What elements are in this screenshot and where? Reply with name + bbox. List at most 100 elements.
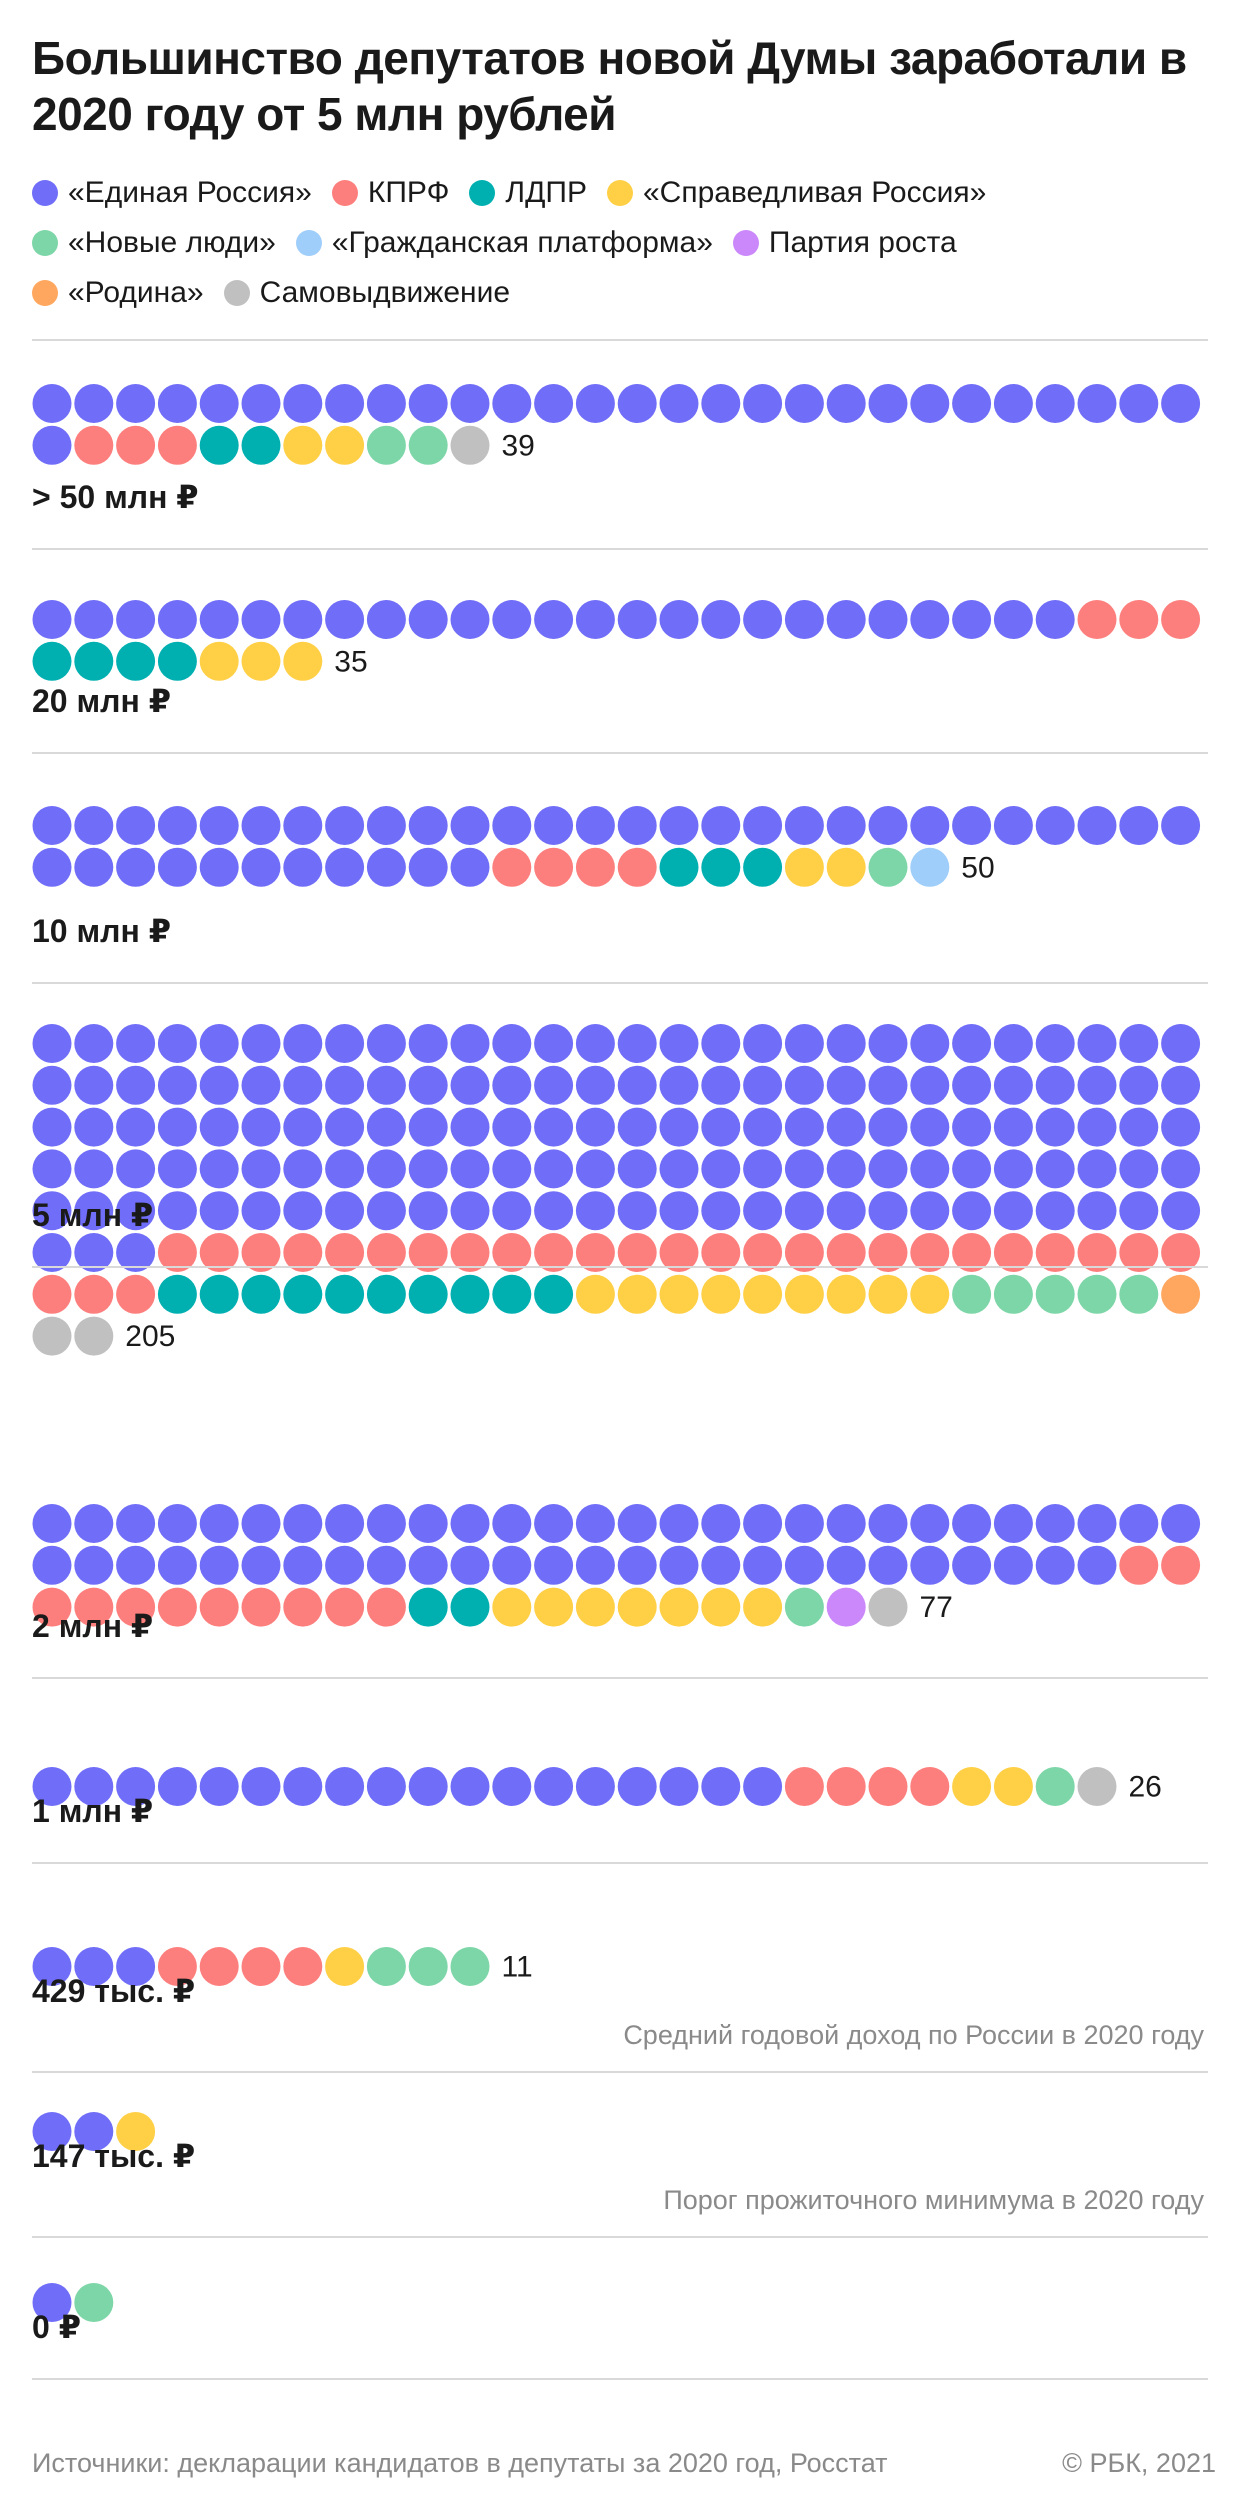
unit-dot bbox=[74, 847, 114, 887]
legend-item: «Гражданская платформа» bbox=[295, 226, 713, 260]
unit-dot bbox=[325, 1024, 365, 1063]
unit-dot bbox=[1161, 384, 1201, 423]
unit-dot bbox=[1077, 1767, 1117, 1806]
unit-dot bbox=[784, 1274, 824, 1314]
unit-dot bbox=[1161, 806, 1201, 845]
unit-dot bbox=[701, 1233, 741, 1272]
legend-label: КПРФ bbox=[367, 176, 450, 209]
unit-dot bbox=[617, 1274, 657, 1314]
unit-dot bbox=[868, 1107, 908, 1147]
unit-dot bbox=[868, 1504, 908, 1543]
unit-dot bbox=[826, 1504, 866, 1543]
unit-dot bbox=[1161, 1024, 1201, 1063]
unit-dot bbox=[74, 1107, 114, 1147]
unit-dot bbox=[283, 1233, 323, 1272]
unit-dot bbox=[952, 1767, 992, 1806]
unit-dot bbox=[659, 1587, 699, 1627]
unit-dot bbox=[450, 1233, 490, 1272]
unit-dot bbox=[408, 847, 448, 887]
unit-dot bbox=[450, 1947, 490, 1986]
tier-label: 0 ₽ bbox=[32, 2309, 81, 2345]
unit-dot bbox=[32, 1587, 72, 1627]
unit-dot bbox=[74, 1947, 114, 1986]
unit-dot bbox=[283, 1065, 323, 1105]
legend-label: «Гражданская платформа» bbox=[331, 226, 713, 259]
unit-dot bbox=[1035, 384, 1075, 423]
unit-dot bbox=[868, 1767, 908, 1806]
unit-dot bbox=[492, 847, 532, 887]
unit-dot bbox=[826, 1149, 866, 1189]
unit-dot bbox=[952, 1233, 992, 1272]
unit-dot bbox=[241, 1545, 281, 1585]
unit-dot bbox=[784, 1233, 824, 1272]
chart-title: Большинство депутатов новой Думы заработ… bbox=[32, 32, 1187, 140]
unit-dot bbox=[74, 600, 114, 639]
unit-dot bbox=[993, 1274, 1033, 1314]
unit-dot bbox=[617, 806, 657, 845]
unit-dot bbox=[157, 1587, 197, 1627]
unit-dot bbox=[199, 600, 239, 639]
unit-dot bbox=[784, 384, 824, 423]
unit-dot bbox=[868, 847, 908, 887]
unit-dot bbox=[1161, 1191, 1201, 1231]
count-label: 35 bbox=[334, 645, 367, 678]
unit-dot bbox=[743, 1767, 783, 1806]
unit-dot bbox=[743, 1191, 783, 1231]
unit-dot bbox=[659, 384, 699, 423]
unit-dot bbox=[534, 384, 574, 423]
unit-dot bbox=[241, 1191, 281, 1231]
unit-dot bbox=[366, 600, 406, 639]
unit-dot bbox=[199, 641, 239, 681]
unit-dot bbox=[826, 1233, 866, 1272]
unit-dot bbox=[784, 600, 824, 639]
unit-dot bbox=[241, 806, 281, 845]
unit-dot bbox=[1161, 1274, 1201, 1314]
unit-dot bbox=[826, 384, 866, 423]
tier-label: 10 млн ₽ bbox=[32, 913, 171, 949]
unit-dot bbox=[366, 1233, 406, 1272]
unit-dot bbox=[199, 847, 239, 887]
unit-dot bbox=[617, 1024, 657, 1063]
unit-dot bbox=[701, 1191, 741, 1231]
unit-dot bbox=[283, 1504, 323, 1543]
unit-dot bbox=[659, 1107, 699, 1147]
unit-dot bbox=[116, 600, 156, 639]
unit-dot bbox=[701, 1504, 741, 1543]
unit-dot bbox=[116, 425, 156, 465]
unit-dot bbox=[450, 425, 490, 465]
unit-dot bbox=[868, 1065, 908, 1105]
legend-item: Самовыдвижение bbox=[223, 276, 510, 310]
unit-dot bbox=[910, 1191, 950, 1231]
unit-dot bbox=[325, 1149, 365, 1189]
unit-dot bbox=[1035, 1107, 1075, 1147]
unit-dot bbox=[408, 1065, 448, 1105]
unit-dot bbox=[157, 1065, 197, 1105]
unit-dot bbox=[32, 1274, 72, 1314]
unit-dot bbox=[408, 1107, 448, 1147]
unit-dot bbox=[617, 384, 657, 423]
unit-dot bbox=[575, 847, 615, 887]
unit-dot bbox=[283, 806, 323, 845]
count-label: 11 bbox=[502, 1951, 533, 1984]
unit-dot bbox=[534, 1274, 574, 1314]
unit-dot bbox=[241, 1233, 281, 1272]
unit-dot bbox=[993, 806, 1033, 845]
unit-dot bbox=[116, 384, 156, 423]
unit-dot bbox=[952, 1545, 992, 1585]
unit-dot bbox=[868, 1274, 908, 1314]
unit-dot bbox=[1077, 1233, 1117, 1272]
legend-row: «Единая Россия» КПРФ ЛДПР «Справедливая Рос… bbox=[32, 168, 1222, 218]
unit-dot bbox=[1035, 1545, 1075, 1585]
unit-dot bbox=[1035, 1233, 1075, 1272]
unit-dot bbox=[199, 1065, 239, 1105]
unit-dot bbox=[1035, 1504, 1075, 1543]
count-label: 26 bbox=[1129, 1771, 1162, 1804]
unit-dot bbox=[283, 1947, 323, 1986]
unit-dot bbox=[32, 1107, 72, 1147]
unit-dot bbox=[1119, 1024, 1159, 1063]
unit-dot bbox=[157, 1504, 197, 1543]
unit-dot bbox=[659, 806, 699, 845]
unit-dot bbox=[74, 425, 114, 465]
unit-dot bbox=[1035, 1191, 1075, 1231]
unit-dot bbox=[743, 384, 783, 423]
